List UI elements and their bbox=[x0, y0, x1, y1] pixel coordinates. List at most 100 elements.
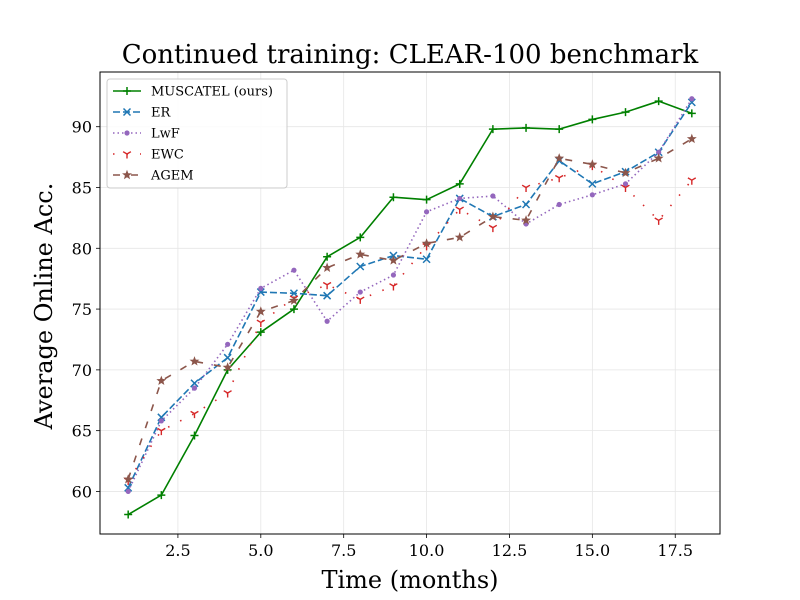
data-point bbox=[256, 328, 265, 337]
data-point bbox=[589, 192, 595, 198]
data-point bbox=[158, 418, 164, 424]
data-point bbox=[324, 318, 330, 324]
data-point bbox=[622, 181, 629, 187]
data-point bbox=[654, 97, 663, 106]
y-tick-label: 60 bbox=[72, 482, 92, 501]
series-line bbox=[127, 101, 693, 489]
data-point bbox=[422, 255, 431, 264]
data-point bbox=[157, 427, 166, 436]
data-point bbox=[389, 283, 398, 291]
data-point bbox=[686, 133, 697, 144]
legend-marker bbox=[122, 107, 132, 117]
data-point bbox=[620, 167, 631, 178]
x-tick-label: 2.5 bbox=[165, 541, 190, 560]
y-axis-label: Average Online Acc. bbox=[30, 183, 58, 431]
data-point bbox=[488, 224, 498, 233]
data-point bbox=[289, 295, 299, 305]
data-point bbox=[389, 193, 398, 202]
data-point bbox=[457, 195, 463, 202]
data-point bbox=[656, 149, 662, 155]
data-point bbox=[291, 267, 297, 273]
data-point bbox=[487, 211, 498, 221]
legend-label: LwF bbox=[151, 127, 180, 142]
data-point bbox=[556, 201, 562, 208]
data-point bbox=[587, 159, 598, 169]
data-point bbox=[357, 289, 363, 295]
legend-item: ER bbox=[113, 106, 171, 121]
data-point bbox=[156, 375, 167, 386]
data-point bbox=[522, 200, 531, 209]
data-point bbox=[256, 288, 265, 297]
series-line bbox=[127, 100, 693, 516]
data-point bbox=[687, 98, 696, 107]
legend-item: MUSCATEL (ours) bbox=[113, 85, 273, 100]
grid bbox=[100, 72, 720, 534]
series-muscatel-ours bbox=[124, 97, 696, 519]
data-point bbox=[289, 305, 298, 314]
data-point bbox=[654, 217, 663, 225]
data-point bbox=[223, 390, 232, 398]
chart-title: Continued training: CLEAR-100 benchmark bbox=[122, 40, 699, 70]
data-point bbox=[488, 125, 497, 134]
legend-marker bbox=[123, 87, 131, 95]
data-point bbox=[356, 262, 365, 271]
data-point bbox=[423, 209, 430, 215]
legend-item: EWC bbox=[113, 148, 184, 163]
data-point bbox=[390, 272, 397, 278]
data-point bbox=[388, 255, 399, 265]
series-line bbox=[127, 98, 693, 492]
y-tick-label: 90 bbox=[72, 118, 92, 137]
data-point bbox=[355, 249, 366, 259]
data-point bbox=[555, 125, 564, 134]
series-lwf bbox=[125, 96, 695, 495]
data-point bbox=[189, 356, 200, 366]
data-point bbox=[255, 306, 266, 316]
y-axis: 60 65 70 75 80 85 90 bbox=[72, 118, 100, 501]
data-point bbox=[521, 184, 531, 192]
data-point bbox=[687, 109, 696, 118]
data-point bbox=[191, 385, 198, 391]
data-point bbox=[190, 379, 199, 388]
data-point bbox=[621, 108, 630, 117]
plot-frame bbox=[99, 71, 721, 535]
x-axis-label: Time (months) bbox=[321, 566, 498, 594]
x-tick-label: 10.0 bbox=[409, 541, 445, 560]
data-point bbox=[322, 281, 332, 290]
series-layer bbox=[123, 96, 697, 519]
data-point bbox=[322, 262, 333, 272]
data-point bbox=[157, 491, 166, 500]
x-tick-label: 17.5 bbox=[657, 541, 693, 560]
data-point bbox=[124, 510, 133, 519]
data-point bbox=[621, 184, 630, 192]
legend: MUSCATEL (ours) ER LwF EWC AGEM bbox=[106, 78, 288, 189]
data-point bbox=[454, 232, 465, 242]
legend-label: AGEM bbox=[150, 169, 194, 184]
data-point bbox=[689, 96, 695, 102]
legend-item: AGEM bbox=[113, 169, 194, 184]
x-axis: 2.5 5.0 7.5 10.0 12.5 15.0 17.5 bbox=[165, 534, 693, 560]
data-point bbox=[554, 174, 564, 183]
data-point bbox=[588, 115, 597, 124]
data-point bbox=[455, 179, 464, 188]
x-tick-label: 12.5 bbox=[492, 541, 528, 560]
data-point bbox=[455, 206, 464, 214]
data-point bbox=[323, 252, 332, 261]
data-point bbox=[124, 483, 133, 492]
data-point bbox=[225, 341, 231, 347]
data-point bbox=[356, 233, 365, 242]
data-point bbox=[421, 238, 432, 248]
data-point bbox=[522, 123, 531, 132]
y-tick-label: 65 bbox=[72, 422, 92, 441]
x-tick-label: 5.0 bbox=[248, 541, 273, 560]
data-point bbox=[323, 291, 332, 300]
data-point bbox=[588, 179, 597, 188]
legend-item: LwF bbox=[113, 127, 180, 142]
data-point bbox=[554, 153, 565, 163]
data-point bbox=[125, 488, 131, 495]
data-point bbox=[289, 289, 298, 298]
data-point bbox=[256, 319, 266, 327]
legend-label: ER bbox=[151, 106, 171, 121]
data-point bbox=[190, 410, 199, 419]
legend-box bbox=[106, 78, 288, 189]
